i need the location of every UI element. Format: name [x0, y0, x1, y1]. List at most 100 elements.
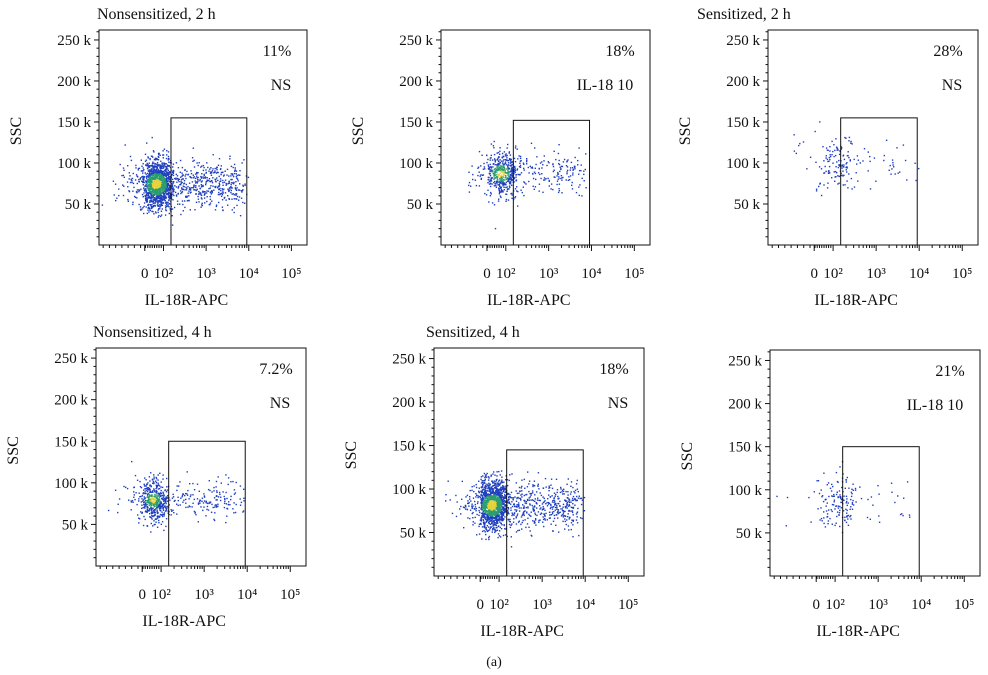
event-dot [571, 167, 574, 169]
event-dot [159, 164, 161, 166]
event-dot [815, 188, 818, 190]
event-dot [149, 172, 151, 175]
event-dot [499, 169, 502, 171]
event-dot [156, 497, 158, 499]
event-dot [197, 180, 199, 183]
event-dot [486, 154, 488, 156]
event-dot [490, 169, 492, 171]
event-dot [498, 535, 501, 537]
gate-percent-label: 18% [605, 43, 634, 60]
event-dot [220, 192, 223, 195]
event-dot [128, 190, 131, 193]
event-dot [169, 180, 171, 183]
event-dot [513, 514, 515, 516]
event-dot [472, 511, 474, 514]
event-dot [857, 180, 859, 182]
event-dot [507, 484, 509, 487]
event-dot [142, 500, 144, 502]
event-dot [515, 176, 517, 178]
event-dot [527, 166, 529, 169]
event-dot [167, 189, 169, 191]
event-dot [165, 507, 167, 509]
event-dot [505, 178, 508, 181]
event-dot [507, 167, 510, 169]
event-dot [482, 515, 485, 517]
event-dot [163, 164, 165, 166]
event-dot [153, 488, 155, 490]
event-dot [499, 172, 502, 174]
event-dot [570, 522, 573, 524]
event-dot [154, 157, 157, 159]
event-dot [521, 479, 523, 481]
event-dot [165, 525, 167, 528]
event-dot [192, 174, 194, 176]
event-dot [224, 498, 226, 500]
event-dot [506, 493, 508, 496]
event-dot [218, 191, 220, 194]
event-dot [149, 199, 152, 202]
event-dot [232, 175, 235, 178]
event-dot [112, 180, 115, 182]
event-dot [514, 171, 516, 173]
event-dot [203, 194, 206, 196]
event-dot [843, 174, 845, 176]
event-dot [129, 181, 132, 184]
event-dot [167, 510, 169, 512]
event-dot [152, 181, 155, 183]
event-dot [503, 166, 505, 169]
event-dot [159, 194, 161, 197]
event-dot [173, 194, 175, 197]
event-dot [482, 521, 485, 523]
event-dot [511, 501, 513, 503]
event-dot [166, 168, 169, 170]
event-dot [154, 175, 157, 177]
event-dot [466, 494, 469, 497]
event-dot [150, 485, 152, 487]
event-dot [235, 176, 238, 178]
event-dot [131, 177, 134, 180]
event-dot [533, 485, 536, 487]
event-dot [161, 184, 163, 187]
event-dot [196, 182, 198, 184]
event-dot [168, 171, 170, 174]
event-dot [205, 182, 207, 184]
event-dot [212, 506, 214, 509]
event-dot [177, 179, 179, 181]
event-dot [534, 172, 537, 175]
event-dot [205, 169, 207, 171]
event-dot [487, 176, 489, 179]
event-dot [162, 474, 164, 476]
event-dot [148, 496, 150, 498]
event-dot [561, 165, 564, 168]
event-dot [164, 179, 166, 182]
event-dot [198, 500, 201, 503]
event-dot [535, 519, 537, 521]
event-dot [492, 514, 494, 516]
event-dot [537, 497, 539, 499]
event-dot [148, 180, 151, 182]
event-dot [501, 482, 503, 484]
event-dot [160, 501, 162, 504]
event-dot [146, 199, 148, 202]
event-dot [500, 166, 502, 168]
event-dot [502, 155, 504, 157]
event-dot [193, 159, 195, 162]
event-dot [508, 158, 511, 160]
event-dot [172, 182, 174, 184]
event-dot [160, 172, 162, 174]
event-dot [181, 191, 184, 193]
event-dot [518, 155, 520, 157]
event-dot [153, 523, 155, 526]
event-dot [214, 171, 216, 173]
event-dot [150, 169, 153, 171]
event-dot [142, 196, 144, 198]
event-dot [482, 475, 484, 477]
event-dot [222, 191, 224, 193]
event-dot [172, 191, 174, 193]
event-dot [518, 166, 521, 168]
event-dot [156, 507, 158, 509]
event-dot [143, 212, 145, 215]
event-dot [538, 499, 540, 502]
event-dot [559, 491, 562, 494]
event-dot [101, 204, 104, 206]
